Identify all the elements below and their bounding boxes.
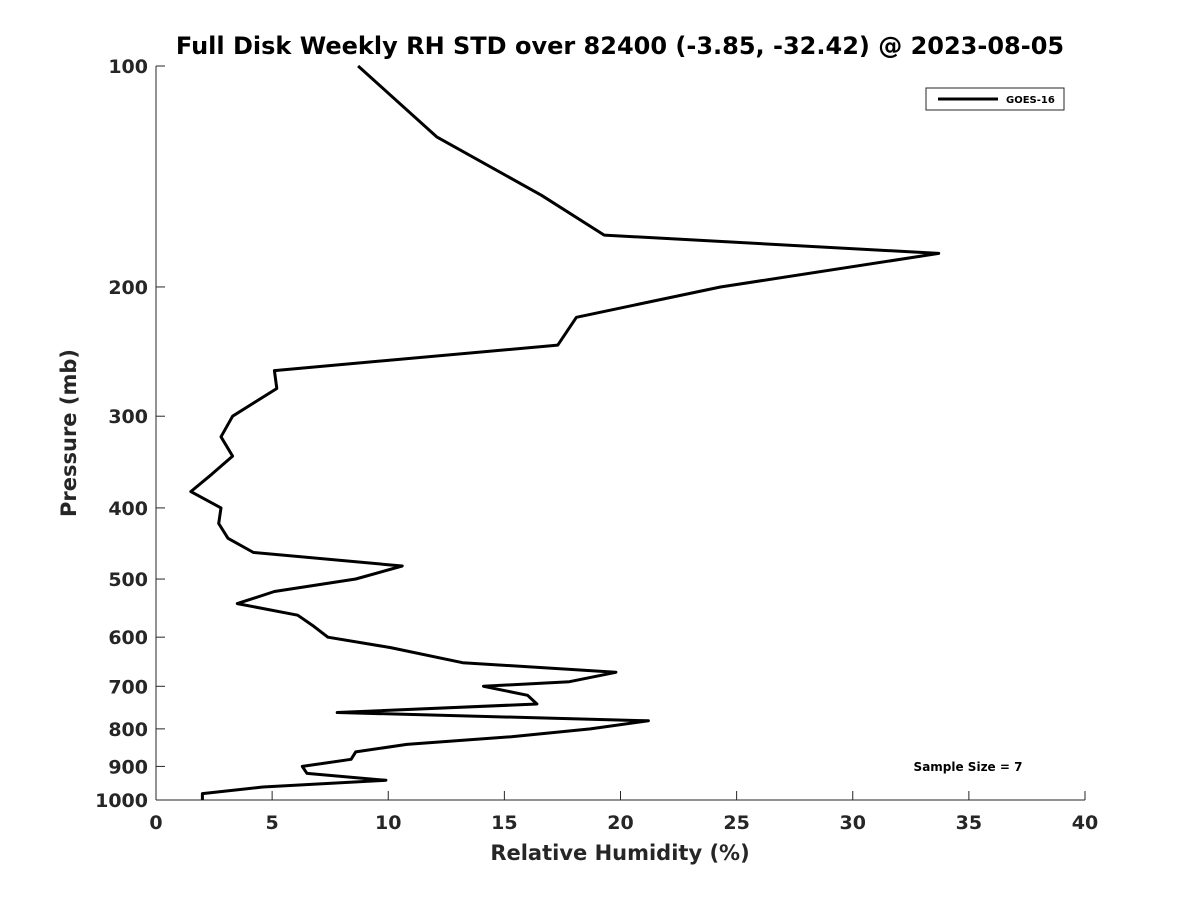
x-tick-label: 0 [149,812,162,834]
x-ticks: 0 5 10 15 20 25 30 35 40 [149,791,1098,834]
legend: GOES-16 [925,87,1065,111]
x-tick-label: 10 [375,812,401,834]
y-tick-label: 100 [108,56,148,78]
x-tick-label: 40 [1072,812,1098,834]
legend-label-goes-16: GOES-16 [1006,95,1055,106]
y-tick-label: 200 [108,277,148,299]
y-tick-label: 1000 [95,790,148,812]
chart-title: Full Disk Weekly RH STD over 82400 (-3.8… [176,32,1064,60]
x-tick-label: 35 [956,812,982,834]
x-axis-label: Relative Humidity (%) [490,841,749,865]
y-axis-label-group: Pressure (mb) [57,349,81,517]
y-axis-label: Pressure (mb) [57,349,81,517]
series-line-goes-16 [189,64,941,800]
y-tick-label: 600 [108,627,148,649]
x-tick-label: 5 [266,812,279,834]
series-layer [189,64,941,800]
y-tick-label: 800 [108,719,148,741]
x-tick-label: 30 [840,812,866,834]
axes [155,66,1085,801]
y-tick-label: 700 [108,676,148,698]
x-tick-label: 25 [723,812,749,834]
y-tick-label: 900 [108,756,148,778]
y-ticks: 100 200 300 400 500 600 700 800 900 1000 [95,56,165,812]
y-tick-label: 400 [108,498,148,520]
y-tick-label: 300 [108,406,148,428]
x-tick-label: 20 [607,812,633,834]
y-tick-label: 500 [108,569,148,591]
sample-size-annotation: Sample Size = 7 [914,760,1023,774]
x-tick-label: 15 [491,812,517,834]
